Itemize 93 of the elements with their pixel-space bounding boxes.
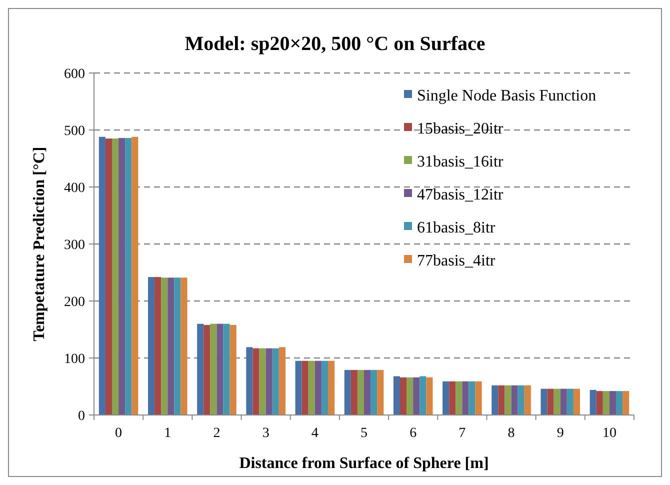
bar [105,138,112,415]
x-axis-title: Distance from Surface of Sphere [m] [239,455,489,472]
bar [266,348,272,415]
legend-label: 31basis_16itr [417,154,504,171]
bar [246,347,253,415]
bar [540,388,548,415]
bar [357,370,364,415]
bar [511,385,518,415]
legend-label: 61basis_8itr [417,220,496,237]
y-tick-label: 200 [64,294,85,310]
bar [377,370,384,415]
bar [180,278,188,415]
chart-title: Model: sp20×20, 500 °C on Surface [184,33,486,55]
bar [272,348,279,415]
x-tick-label: 1 [164,426,172,441]
bar [210,324,217,415]
bar [350,370,358,415]
bar [413,377,420,415]
bar [456,381,462,415]
bar [118,138,126,415]
bar [573,388,580,415]
bar [442,381,450,415]
bar [420,376,426,415]
bar [498,385,505,415]
bar [492,385,498,415]
x-tick-label: 4 [311,426,318,441]
y-axis-title: Tempetature Prediction [°C] [31,146,48,342]
x-tick-label: 5 [360,426,368,441]
bar [216,324,224,415]
x-tick-label: 6 [410,426,417,441]
legend-label: 15basis_20itr [417,120,504,138]
x-tick-label: 2 [213,426,220,441]
bar [197,324,204,415]
bar [370,370,378,415]
legend-label: 77basis_4itr [417,252,496,270]
bar [132,136,138,415]
x-tick-label: 0 [115,426,122,441]
bar [204,324,210,415]
bar [302,360,308,415]
bar [148,277,155,415]
bar [504,385,512,415]
bar [98,136,106,415]
legend-label: 47basis_12itr [417,186,504,204]
bar [223,324,230,415]
bar [112,138,119,415]
y-tick-label: 400 [64,180,85,196]
bar [161,278,168,415]
x-tick-label: 10 [602,426,616,441]
bar [609,391,616,415]
bar [616,391,623,415]
bar [518,385,524,415]
bar [449,381,456,415]
y-tick-label: 300 [64,238,85,253]
bar [321,360,328,415]
x-tick-label: 3 [262,426,270,441]
bar [468,381,476,415]
bar [278,347,286,415]
bar [462,381,469,415]
bar [566,388,574,415]
bar [524,385,531,415]
y-tick-label: 500 [64,124,85,139]
x-tick-label: 8 [508,426,515,441]
bar [308,360,315,415]
bar [295,360,302,415]
bar [547,388,554,415]
bar [154,277,162,415]
bar [344,370,351,415]
bar [314,360,322,415]
y-tick-label: 0 [78,408,85,424]
bar [602,391,610,415]
bar [622,391,630,415]
bar [252,348,260,415]
bar [426,377,433,415]
bar [259,348,266,415]
bar [475,381,482,415]
y-tick-label: 600 [64,66,85,82]
y-tick-label: 100 [64,352,85,367]
bar [590,390,596,415]
bar [230,324,236,415]
x-tick-label: 7 [458,426,466,441]
bar [328,360,335,415]
bar [400,377,407,415]
bar [560,388,567,415]
legend-label: Single Node Basis Function [417,88,596,105]
bar [168,278,174,415]
x-tick-label: 9 [556,426,564,441]
bar [393,376,400,415]
bar [174,278,181,415]
bar [596,391,603,415]
bar [406,377,414,415]
bar [554,388,560,415]
bar [125,138,132,415]
bar [364,370,371,415]
